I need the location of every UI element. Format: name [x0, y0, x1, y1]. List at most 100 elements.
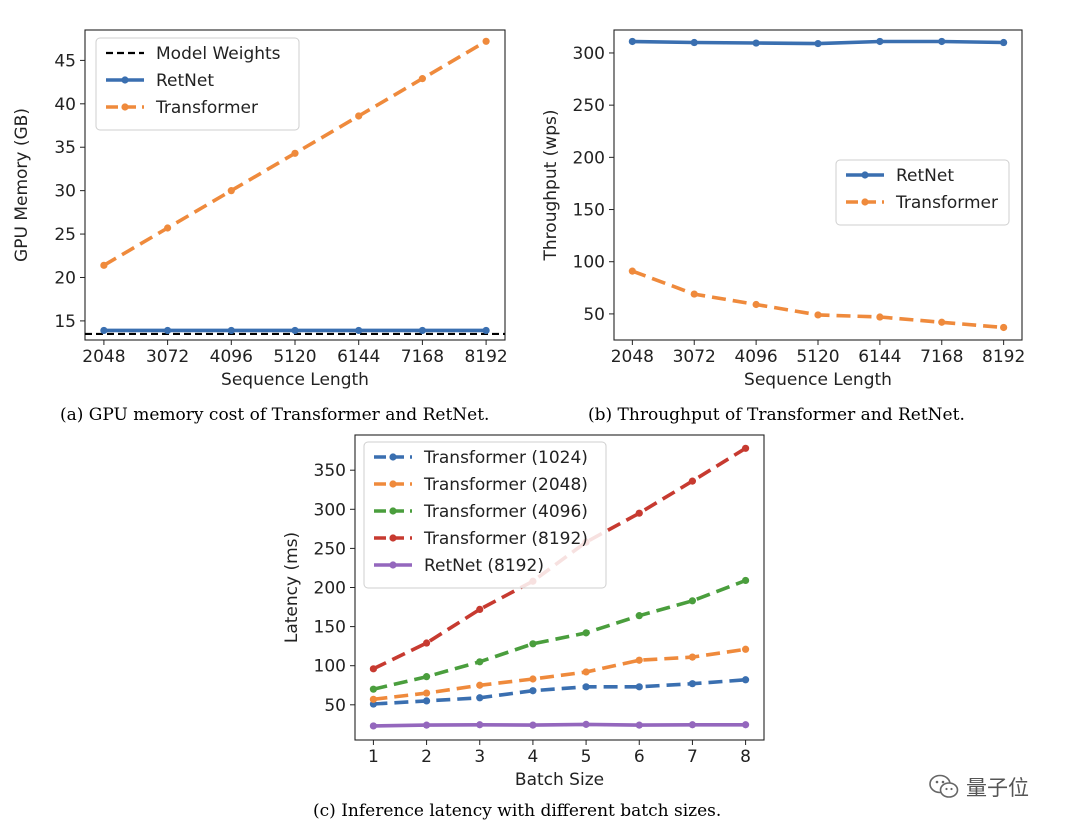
data-point-transformer — [227, 187, 235, 195]
legend-label-transformer: Transformer — [895, 193, 998, 213]
data-point-retnet — [164, 326, 172, 335]
caption-b: (b) Throughput of Transformer and RetNet… — [588, 405, 965, 425]
legend-label-retnet-8192: RetNet (8192) — [424, 556, 544, 576]
y-tick-label: 40 — [54, 95, 76, 115]
data-point-transformer-8192 — [635, 509, 643, 517]
y-tick-label: 200 — [314, 579, 346, 599]
data-point-retnet — [355, 326, 363, 335]
x-tick-label: 5120 — [273, 347, 316, 367]
caption-c: (c) Inference latency with different bat… — [313, 801, 722, 821]
data-point-retnet-8192 — [635, 721, 643, 729]
data-point-transformer-2048 — [741, 645, 750, 653]
data-point-transformer-1024 — [476, 694, 484, 702]
data-point-transformer-8192 — [688, 477, 697, 485]
x-tick-label: 3 — [474, 747, 485, 767]
legend-marker-transformer-8192 — [389, 534, 397, 542]
legend-marker-retnet — [121, 76, 129, 84]
data-point-transformer-1024 — [422, 697, 431, 705]
y-tick-label: 35 — [54, 138, 76, 158]
data-point-retnet — [482, 326, 490, 335]
x-tick-label: 2048 — [82, 347, 125, 367]
data-point-retnet-8192 — [582, 720, 590, 728]
data-point-transformer-4096 — [422, 673, 431, 681]
data-point-transformer-4096 — [369, 685, 378, 693]
data-point-transformer-2048 — [369, 695, 378, 703]
data-point-transformer-1024 — [582, 683, 590, 691]
data-point-transformer — [814, 311, 822, 319]
legend-label-transformer-2048: Transformer (2048) — [423, 475, 588, 495]
y-axis-label: Throughput (wps) — [541, 110, 561, 262]
data-point-transformer-1024 — [529, 687, 537, 695]
data-point-retnet — [628, 37, 636, 46]
legend-label-retnet: RetNet — [896, 166, 954, 186]
data-point-transformer — [291, 149, 299, 157]
legend-marker-transformer-1024 — [389, 453, 397, 461]
y-tick-label: 20 — [54, 268, 76, 288]
wechat-icon — [929, 774, 959, 798]
data-point-transformer-4096 — [741, 576, 750, 585]
y-tick-label: 300 — [573, 44, 605, 64]
data-point-transformer-8192 — [369, 665, 378, 673]
data-point-retnet — [690, 38, 698, 47]
data-point-retnet — [876, 37, 884, 46]
data-point-transformer — [938, 318, 946, 326]
data-point-transformer — [1000, 323, 1008, 332]
x-axis-label: Sequence Length — [744, 370, 892, 390]
data-point-transformer-4096 — [688, 597, 697, 605]
x-tick-label: 5120 — [796, 347, 839, 367]
x-tick-label: 6144 — [858, 347, 901, 367]
watermark: 量子位 — [928, 772, 1029, 802]
x-tick-label: 6 — [634, 747, 645, 767]
legend-marker-transformer — [861, 198, 869, 206]
x-tick-label: 7168 — [920, 347, 963, 367]
x-tick-label: 4096 — [734, 347, 777, 367]
data-point-retnet — [752, 39, 760, 47]
legend-marker-retnet-8192 — [389, 561, 397, 569]
legend-marker-transformer-2048 — [389, 480, 397, 488]
data-point-retnet — [938, 37, 946, 46]
data-point-retnet-8192 — [529, 721, 537, 729]
legend-marker-transformer-4096 — [389, 507, 397, 515]
x-tick-label: 2 — [421, 747, 432, 767]
y-tick-label: 25 — [54, 225, 76, 245]
data-point-transformer-1024 — [688, 680, 697, 688]
y-tick-label: 45 — [54, 51, 76, 71]
chart-inference-latency: 1 2 3 4 5 6 7 8 50 100 150 200 250 300 350 Batch Size La… — [282, 434, 765, 790]
data-point-transformer-4096 — [529, 640, 537, 648]
y-tick-label: 100 — [314, 657, 346, 677]
x-tick-label: 3072 — [146, 347, 189, 367]
x-tick-label: 4096 — [210, 347, 253, 367]
data-point-transformer-2048 — [476, 681, 484, 689]
data-point-transformer-8192 — [476, 605, 484, 613]
data-point-transformer — [164, 224, 172, 232]
y-tick-label: 100 — [573, 253, 605, 273]
y-tick-label: 250 — [573, 96, 605, 116]
x-tick-label: 5 — [581, 747, 592, 767]
legend-label-transformer-1024: Transformer (1024) — [423, 448, 588, 468]
y-axis-label: Latency (ms) — [282, 532, 302, 643]
data-point-retnet — [227, 326, 235, 335]
y-tick-label: 150 — [573, 201, 605, 221]
y-tick-label: 350 — [314, 461, 346, 481]
y-tick-label: 200 — [573, 148, 605, 168]
data-point-retnet — [291, 326, 299, 335]
y-tick-label: 150 — [314, 618, 346, 638]
data-point-transformer-1024 — [635, 683, 643, 691]
data-point-transformer — [690, 290, 698, 298]
y-tick-label: 15 — [54, 312, 76, 332]
data-point-transformer-2048 — [688, 653, 697, 661]
y-tick-label: 300 — [314, 500, 346, 520]
y-tick-label: 50 — [324, 696, 346, 716]
data-point-retnet — [814, 39, 822, 48]
caption-a: (a) GPU memory cost of Transformer and R… — [60, 405, 490, 425]
data-point-transformer — [355, 112, 363, 120]
data-point-transformer-1024 — [741, 676, 750, 684]
legend-label-model-weights: Model Weights — [156, 44, 281, 64]
data-point-transformer-2048 — [422, 689, 431, 697]
data-point-retnet-8192 — [369, 722, 378, 730]
data-point-transformer-2048 — [529, 675, 537, 683]
data-point-retnet-8192 — [422, 721, 431, 729]
chart-gpu-memory: 2048 3072 4096 5120 6144 7168 8192 15 20 25 30 35 40… — [12, 29, 508, 390]
watermark-text: 量子位 — [966, 776, 1029, 800]
